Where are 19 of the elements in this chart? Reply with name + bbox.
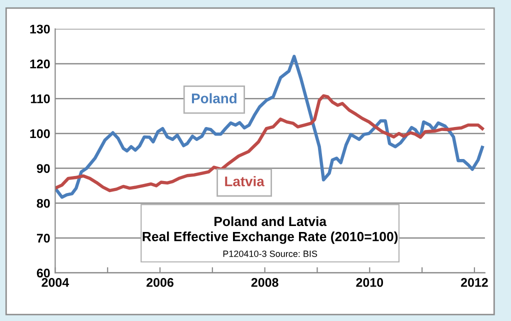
y-tick-label: 130 (30, 24, 50, 34)
y-tick-label: 100 (30, 129, 50, 138)
x-tick-label: 2006 (146, 278, 174, 287)
y-tick-label: 110 (30, 94, 50, 104)
y-tick-label: 70 (36, 234, 50, 243)
line-series (55, 94, 484, 192)
series-label: Poland (192, 93, 236, 104)
series-label: Latvia (225, 176, 264, 186)
y-tick-label: 120 (30, 60, 50, 68)
x-tick-label: 2012 (460, 278, 488, 287)
x-tick-label: 2008 (251, 278, 278, 287)
y-tick-label: 60 (36, 268, 50, 278)
x-tick-label: 2004 (42, 278, 70, 287)
y-tick-label: 80 (36, 198, 50, 208)
annotation: P120410-3 Source: BIS (223, 250, 318, 257)
x-tick-label: 2010 (356, 278, 384, 287)
line-series (55, 54, 484, 199)
text: Poland and Latvia Real Effective Exchange Rate (2010=100) (142, 216, 398, 244)
y-tick-label: 90 (36, 164, 50, 173)
